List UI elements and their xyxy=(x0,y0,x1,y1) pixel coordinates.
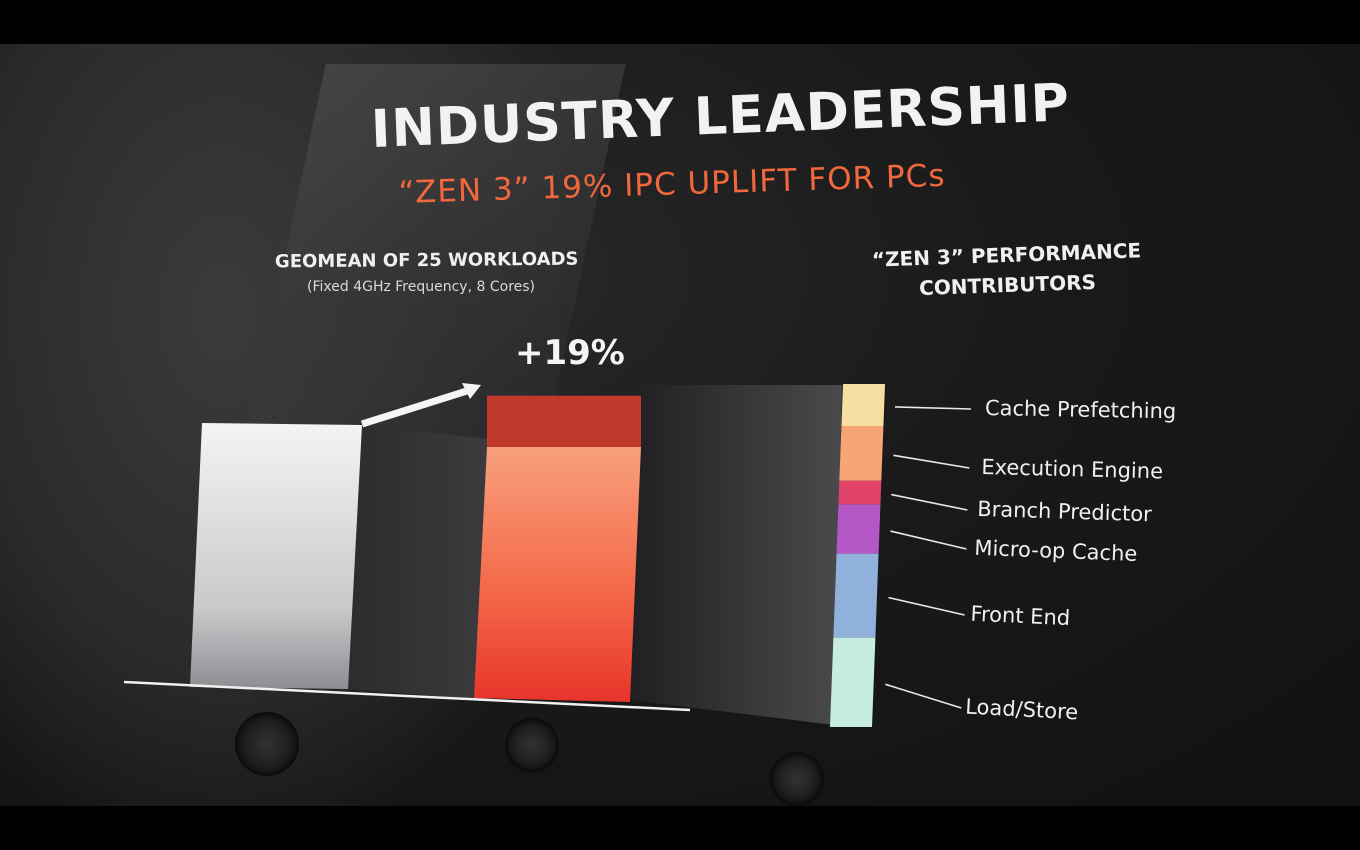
contributor-label: Load/Store xyxy=(965,694,1079,724)
contributor-segment xyxy=(839,425,884,481)
contributors-stack: Cache Prefetching Execution Engine Branch … xyxy=(830,384,1176,727)
stage-light xyxy=(235,712,299,776)
contributor-leader-line xyxy=(888,596,965,616)
contributor-label: Cache Prefetching xyxy=(985,396,1177,423)
contributor-label: Micro-op Cache xyxy=(974,536,1138,566)
contributor-segment xyxy=(841,384,885,426)
contributor-leader-line xyxy=(893,454,970,469)
stage-light xyxy=(505,718,559,772)
contributor-leader-line xyxy=(894,406,972,410)
contributor-leader-line xyxy=(885,683,962,709)
contributor-label: Execution Engine xyxy=(981,455,1163,483)
letterbox-top xyxy=(0,0,1360,44)
contributor-leader-line xyxy=(891,493,968,511)
contributor-segment xyxy=(830,637,876,727)
contributor-segment xyxy=(833,553,879,638)
contributor-segment xyxy=(838,480,882,505)
bar-zen3-uplift xyxy=(487,395,641,447)
bar-zen3 xyxy=(474,447,641,702)
uplift-arrow xyxy=(360,386,472,428)
stage-light xyxy=(770,752,824,806)
contributor-segment xyxy=(836,504,881,554)
contributor-label: Front End xyxy=(970,602,1071,630)
bar-shadow xyxy=(348,424,487,700)
ipc-bars: +19% xyxy=(123,333,842,725)
uplift-annotation: +19% xyxy=(515,333,625,373)
contributor-label: Branch Predictor xyxy=(977,497,1153,526)
bar-base xyxy=(190,423,362,689)
chart-baseline xyxy=(123,680,691,712)
uplift-arrow-head xyxy=(462,383,481,399)
bar-fan xyxy=(630,385,842,725)
letterbox-bottom xyxy=(0,806,1360,850)
chart-subheading: (Fixed 4GHz Frequency, 8 Cores) xyxy=(307,279,536,295)
contributor-leader-line xyxy=(890,530,967,550)
